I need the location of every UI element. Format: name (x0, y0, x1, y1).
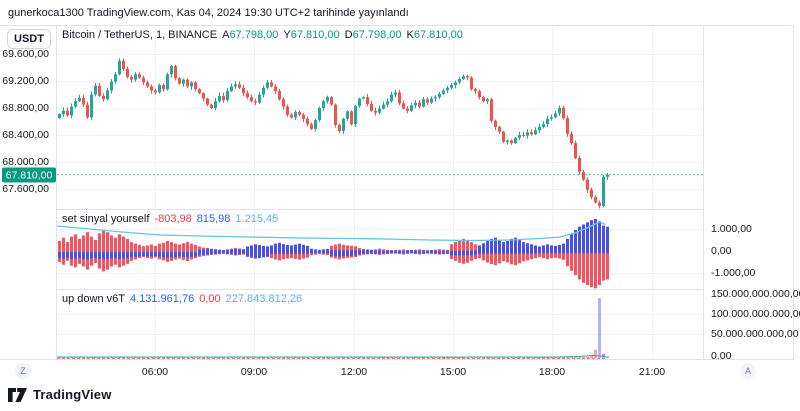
gridline-horizontal (57, 314, 703, 315)
value-axis-label: -1.000,00 (711, 267, 756, 279)
ohlc-open: A67.798,00 (222, 29, 279, 41)
gridline-horizontal (57, 81, 703, 82)
mid-indicator-title[interactable]: set sinyal yourself (62, 213, 150, 225)
bottom-indicator-title[interactable]: up down v6T (62, 293, 125, 305)
gridline-horizontal (57, 135, 703, 136)
value-axis-label: 150.000.000.000,00 (711, 288, 800, 300)
pane-separator-2[interactable] (57, 289, 703, 290)
value-axis-label: 1.000,00 (711, 223, 752, 235)
price-axis-left[interactable]: USDT 69.600,00 69.200,00 68.800,00 68.400,0… (0, 26, 57, 382)
ohlc-low: D67.798,00 (344, 29, 402, 41)
brand-name[interactable]: TradingView (33, 387, 112, 402)
time-labels: 06:00 09:00 12:00 15:00 18:00 21:00 (57, 360, 703, 383)
publish-bar: gunerkoca1300 TradingView.com, Kas 04, 2… (0, 0, 800, 25)
gridline-horizontal (57, 294, 703, 295)
gridline-vertical (254, 290, 255, 359)
gridline-vertical (155, 290, 156, 359)
ohlc-close: K67.810,00 (406, 29, 463, 41)
gridline-vertical (453, 26, 454, 209)
value-axis-label: 100.000.000.000,00 (711, 308, 800, 320)
gridline-vertical (652, 210, 653, 289)
timezone-button[interactable]: Z (15, 363, 31, 379)
gridline-horizontal (57, 54, 703, 55)
value-axis-right[interactable]: 1.000,00 0,00 -1.000,00 150.000.000.000,00 1… (703, 26, 800, 382)
symbol-title[interactable]: Bitcoin / TetherUS, 1, BINANCE (62, 29, 218, 41)
gridline-vertical (155, 26, 156, 209)
time-axis-label: 06:00 (141, 365, 169, 378)
value-axis-label: 50.000.000.000,00 (711, 328, 799, 340)
time-axis-label: 18:00 (538, 365, 566, 378)
pane-separator-1[interactable] (57, 209, 703, 210)
mid-pane-svg (57, 219, 609, 289)
gridline-horizontal (57, 229, 703, 230)
bottom-value-2: 0,00 (199, 293, 221, 305)
mid-indicator-pane[interactable]: set sinyal yourself -803,98 815,98 1.215… (57, 210, 703, 289)
chart-widget: USDT 69.600,00 69.200,00 68.800,00 68.400,0… (0, 25, 800, 382)
gridline-horizontal (57, 162, 703, 163)
price-axis-label: 68.800,00 (2, 102, 49, 114)
mid-value-2: 815,98 (196, 213, 231, 225)
plot-area[interactable]: Bitcoin / TetherUS, 1, BINANCE A67.798,0… (57, 26, 703, 359)
price-axis-label: 67.600,00 (2, 183, 49, 195)
time-axis[interactable]: Z 06:00 09:00 12:00 15:00 18:00 21:00 A (0, 359, 794, 382)
bottom-value-3: 227.843.812,26 (225, 293, 303, 305)
price-axis-label: 69.600,00 (2, 48, 49, 60)
time-axis-label: 21:00 (638, 365, 666, 378)
main-pane[interactable]: Bitcoin / TetherUS, 1, BINANCE A67.798,0… (57, 26, 703, 209)
gridline-horizontal (57, 273, 703, 274)
mid-value-3: 1.215,45 (235, 213, 279, 225)
currency-unit-button[interactable]: USDT (7, 29, 51, 49)
gridline-vertical (453, 290, 454, 359)
bottom-indicator-pane[interactable]: up down v6T 4.131.961,76 0,00 227.843.81… (57, 290, 703, 359)
price-axis-label: 68.000,00 (2, 156, 49, 168)
time-axis-label: 12:00 (340, 365, 368, 378)
publish-text: gunerkoca1300 TradingView.com, Kas 04, 2… (8, 6, 409, 19)
price-axis-label: 69.200,00 (2, 75, 49, 87)
gridline-horizontal (57, 334, 703, 335)
gridline-vertical (354, 290, 355, 359)
gridline-vertical (254, 26, 255, 209)
time-axis-label: 15:00 (439, 365, 467, 378)
footer: TradingView (8, 387, 112, 402)
bottom-pane-svg (57, 298, 609, 359)
auto-scale-button[interactable]: A (740, 363, 756, 379)
main-pane-svg (57, 58, 703, 209)
gridline-vertical (652, 290, 653, 359)
ohlc-high: Y67.810,00 (283, 29, 340, 41)
gridline-vertical (652, 26, 653, 209)
current-price-badge: 67.810,00 (2, 167, 56, 183)
time-axis-label: 09:00 (240, 365, 268, 378)
price-axis-label: 68.400,00 (2, 129, 49, 141)
value-axis-label: 0,00 (711, 245, 732, 257)
mid-value-1: -803,98 (154, 213, 192, 225)
tradingview-logo-icon[interactable] (8, 387, 27, 402)
gridline-horizontal (57, 189, 703, 190)
gridline-vertical (453, 210, 454, 289)
bottom-value-1: 4.131.961,76 (129, 293, 195, 305)
gridline-vertical (552, 290, 553, 359)
